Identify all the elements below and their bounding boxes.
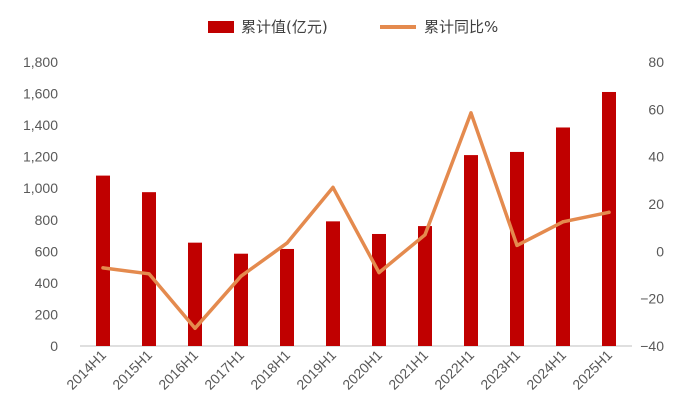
y-left-tick-label: 1,200 — [23, 149, 58, 165]
x-tick-label: 2020H1 — [339, 347, 385, 393]
legend: 累计值(亿元) 累计同比% — [208, 18, 498, 36]
y-right-tick-label: 20 — [648, 196, 664, 212]
y-left-tick-label: 1,600 — [23, 86, 58, 102]
y-left-tick-label: 1,800 — [23, 54, 58, 70]
y-right-tick-label: 0 — [656, 243, 664, 259]
line-point — [147, 272, 151, 276]
y-right-tick-label: 40 — [648, 149, 664, 165]
bar — [142, 192, 156, 346]
legend-label-bar: 累计值(亿元) — [241, 18, 328, 36]
y-left-tick-label: 400 — [35, 275, 59, 291]
line-point — [515, 243, 519, 248]
bar — [326, 221, 340, 346]
bar — [556, 127, 570, 346]
x-tick-label: 2017H1 — [201, 347, 247, 393]
line-point — [469, 111, 473, 115]
line-point — [377, 271, 381, 275]
line-point — [331, 185, 335, 190]
line-point — [285, 241, 289, 245]
line-point — [423, 233, 427, 237]
y-left-tick-label: 1,400 — [23, 117, 58, 133]
x-tick-label: 2016H1 — [155, 347, 201, 393]
y-axis-left: 0 200 400 600 800 1,000 1,200 1,400 1,600 1,800 — [23, 54, 58, 354]
y-right-tick-label: −40 — [640, 338, 664, 354]
y-left-tick-label: 600 — [35, 243, 59, 259]
line-point — [607, 210, 611, 214]
legend-swatch-bar — [208, 21, 234, 33]
y-left-tick-label: 0 — [50, 338, 58, 354]
y-left-tick-label: 1,000 — [23, 180, 58, 196]
y-left-tick-label: 200 — [35, 306, 59, 322]
x-tick-label: 2015H1 — [109, 347, 155, 393]
bar — [372, 233, 386, 346]
x-tick-label: 2021H1 — [385, 347, 431, 393]
line-point — [561, 220, 565, 224]
y-right-tick-label: 60 — [648, 101, 664, 117]
bar — [418, 226, 432, 346]
line-point — [101, 266, 105, 270]
line-series — [101, 111, 611, 331]
bar — [280, 248, 294, 346]
bar — [464, 155, 478, 346]
x-axis: 2014H1 2015H1 2016H1 2017H1 2018H1 2019H1 2020… — [63, 347, 615, 393]
y-axis-right: −40 −20 0 20 40 60 80 — [640, 54, 664, 354]
line-path — [101, 111, 611, 331]
x-tick-label: 2025H1 — [569, 347, 615, 393]
y-right-tick-label: −20 — [640, 291, 664, 307]
bar — [234, 253, 248, 346]
x-tick-label: 2024H1 — [523, 347, 569, 393]
y-right-tick-label: 80 — [648, 54, 664, 70]
bar — [510, 151, 524, 346]
x-tick-label: 2019H1 — [293, 347, 339, 393]
y-left-tick-label: 800 — [35, 212, 59, 228]
bar — [96, 175, 110, 346]
x-tick-label: 2014H1 — [63, 347, 109, 393]
bar — [188, 242, 202, 346]
x-tick-label: 2022H1 — [431, 347, 477, 393]
x-tick-label: 2018H1 — [247, 347, 293, 393]
bar — [602, 91, 616, 346]
line-point — [239, 274, 243, 278]
bar-series — [96, 91, 616, 346]
x-tick-label: 2023H1 — [477, 347, 523, 393]
legend-label-line: 累计同比% — [424, 18, 498, 36]
line-point — [193, 326, 197, 330]
